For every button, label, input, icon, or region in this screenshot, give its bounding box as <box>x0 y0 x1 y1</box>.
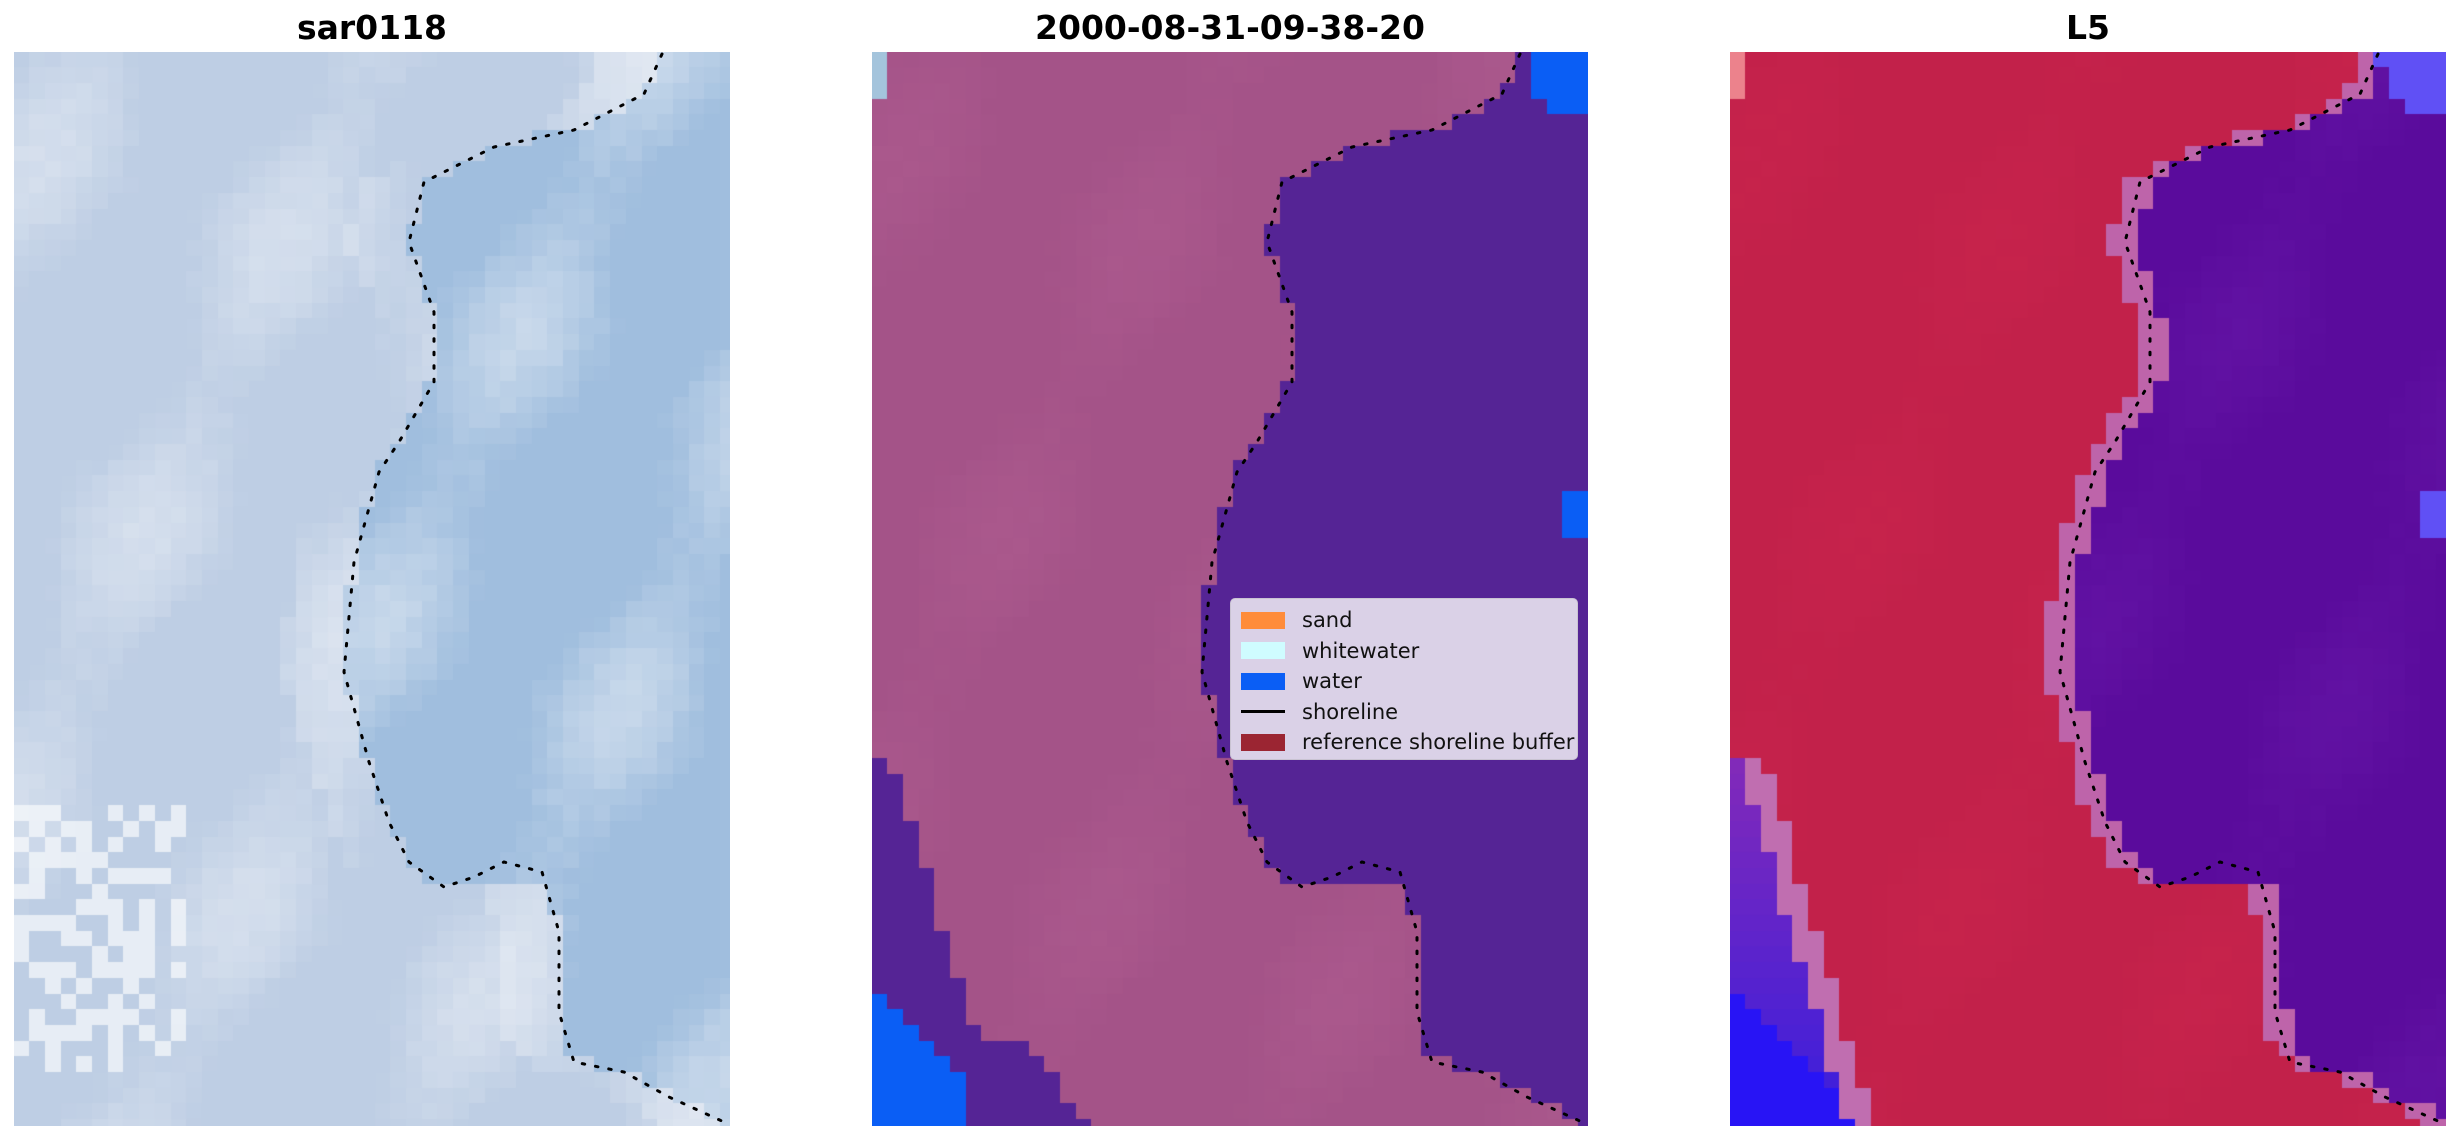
legend-item-reference-buffer: reference shoreline buffer <box>1241 727 1574 758</box>
probability-image <box>1730 52 2446 1126</box>
legend-item-water: water <box>1241 666 1567 697</box>
legend: sand whitewater water shoreline referenc… <box>1230 598 1578 760</box>
legend-item-shoreline: shoreline <box>1241 697 1567 728</box>
sand-swatch <box>1241 611 1285 629</box>
shoreline-path <box>2058 52 2442 1124</box>
legend-label-sand: sand <box>1302 608 1353 633</box>
shoreline-overlay-3 <box>2058 52 2442 1124</box>
probability-panel <box>1730 52 2446 1126</box>
water-swatch <box>1241 672 1285 690</box>
shoreline-path <box>1200 52 1584 1124</box>
legend-label-reference-buffer: reference shoreline buffer <box>1302 730 1575 755</box>
panel-title-1: sar0118 <box>296 8 448 47</box>
panel-title-3: L5 <box>2066 8 2110 47</box>
classification-panel <box>872 52 1588 1126</box>
legend-item-whitewater: whitewater <box>1241 636 1567 667</box>
legend-label-water: water <box>1302 669 1362 694</box>
shoreline-path <box>342 52 726 1124</box>
classification-image <box>872 52 1588 1126</box>
whitewater-swatch <box>1241 642 1285 660</box>
shoreline-overlay-1 <box>342 52 726 1124</box>
shoreline-overlay-2 <box>1200 52 1584 1124</box>
legend-item-sand: sand <box>1241 605 1567 636</box>
panel-title-2: 2000-08-31-09-38-20 <box>1035 8 1425 47</box>
reference-buffer-swatch <box>1241 733 1285 751</box>
sar-image <box>14 52 730 1126</box>
legend-label-whitewater: whitewater <box>1302 638 1420 663</box>
legend-label-shoreline: shoreline <box>1302 699 1399 724</box>
shoreline-line-swatch <box>1241 710 1285 714</box>
sar-image-panel <box>14 52 730 1126</box>
